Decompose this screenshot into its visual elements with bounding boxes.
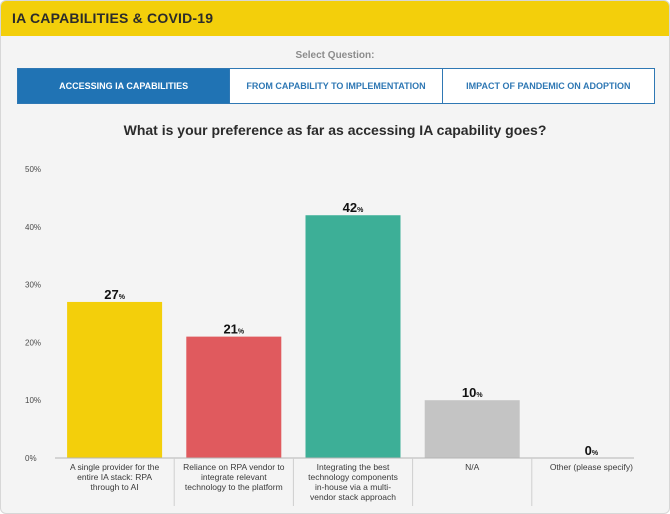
data-label: 27% (104, 287, 125, 302)
category-label: through to AI (90, 482, 138, 492)
y-tick-label: 0% (25, 454, 37, 463)
data-label-suffix: % (357, 207, 364, 214)
select-question-label: Select Question: (295, 50, 375, 61)
data-label: 21% (223, 322, 244, 337)
data-label-suffix: % (592, 450, 599, 457)
y-tick-label: 20% (25, 338, 41, 347)
bar (186, 336, 282, 458)
category-label: Integrating the best (317, 462, 390, 472)
data-label-suffix: % (238, 329, 245, 336)
header-bar: IA CAPABILITIES & COVID-19 (1, 1, 669, 36)
category-label: Other (please specify) (550, 462, 633, 472)
y-tick-label: 40% (25, 223, 41, 232)
y-tick-label: 30% (25, 281, 41, 290)
bar (305, 215, 401, 458)
category-label: vendor stack approach (310, 492, 396, 502)
bar (67, 301, 163, 458)
category-label: A single provider for the (70, 462, 160, 472)
question-tabs: ACCESSING IA CAPABILITIES FROM CAPABILIT… (17, 68, 655, 104)
bars (67, 215, 520, 458)
y-tick-label: 10% (25, 396, 41, 405)
category-label: in-house via a multi- (315, 482, 391, 492)
category-label: integrate relevant (201, 472, 267, 482)
data-label-suffix: % (119, 294, 126, 301)
category-label: technology to the platform (185, 482, 283, 492)
chart-title: What is your preference as far as access… (123, 122, 547, 138)
category-dividers (173, 458, 533, 506)
y-axis: 0% 10% 20% 30% 40% 50% (25, 165, 41, 463)
y-tick-label: 50% (25, 165, 41, 174)
tab-from-capability-to-implementation[interactable]: FROM CAPABILITY TO IMPLEMENTATION (230, 69, 443, 103)
category-label: N/A (465, 462, 480, 472)
data-label: 42% (343, 200, 364, 215)
page-title: IA CAPABILITIES & COVID-19 (12, 10, 214, 26)
data-label: 10% (462, 385, 483, 400)
category-label: entire IA stack: RPA (77, 472, 152, 482)
data-label-suffix: % (476, 392, 483, 399)
category-label: technology components (308, 472, 398, 482)
tab-accessing-ia-capabilities[interactable]: ACCESSING IA CAPABILITIES (18, 69, 231, 103)
data-label: 0% (585, 443, 599, 458)
category-label: Reliance on RPA vendor to (183, 462, 285, 472)
bar (424, 400, 520, 458)
tab-impact-of-pandemic-on-adoption[interactable]: IMPACT OF PANDEMIC ON ADOPTION (466, 81, 631, 91)
